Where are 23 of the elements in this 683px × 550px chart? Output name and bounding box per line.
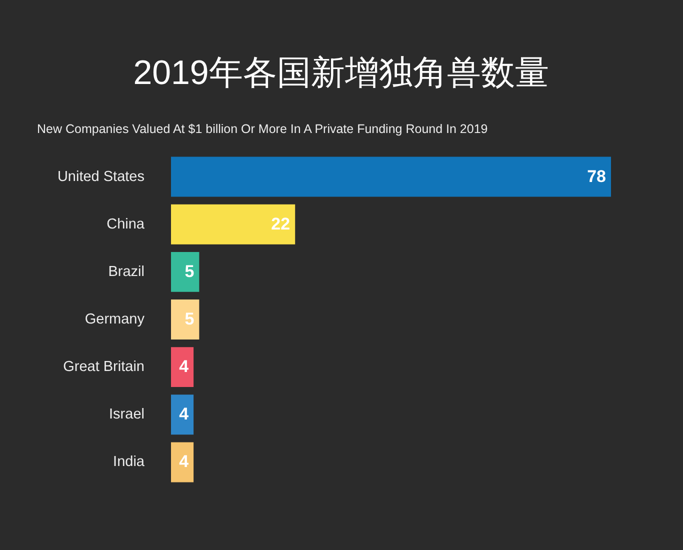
chart-subtitle: New Companies Valued At $1 billion Or More In A Private Funding Round In 2019 (37, 122, 488, 136)
bar (171, 204, 296, 244)
y-tick-label: Brazil (108, 264, 144, 280)
chart-title: 2019年各国新增独角兽数量 (133, 54, 549, 92)
y-tick-label: United States (57, 168, 144, 185)
data-label: 5 (184, 262, 194, 281)
y-tick-label: China (106, 216, 146, 232)
data-label: 22 (271, 214, 290, 234)
bar (171, 394, 194, 435)
y-tick-label: Germany (84, 312, 146, 328)
bar (171, 156, 611, 197)
bar (171, 442, 194, 482)
data-label: 5 (184, 310, 194, 328)
y-tick-label: Great Britain (63, 359, 144, 376)
data-label: 4 (179, 357, 190, 376)
bar (171, 300, 200, 340)
bar (171, 347, 194, 388)
y-tick-label: Israel (109, 406, 144, 423)
data-label: 78 (587, 166, 606, 186)
data-label: 4 (179, 452, 190, 472)
y-tick-label: India (113, 454, 146, 470)
bar (171, 252, 200, 292)
data-label: 4 (179, 404, 190, 424)
